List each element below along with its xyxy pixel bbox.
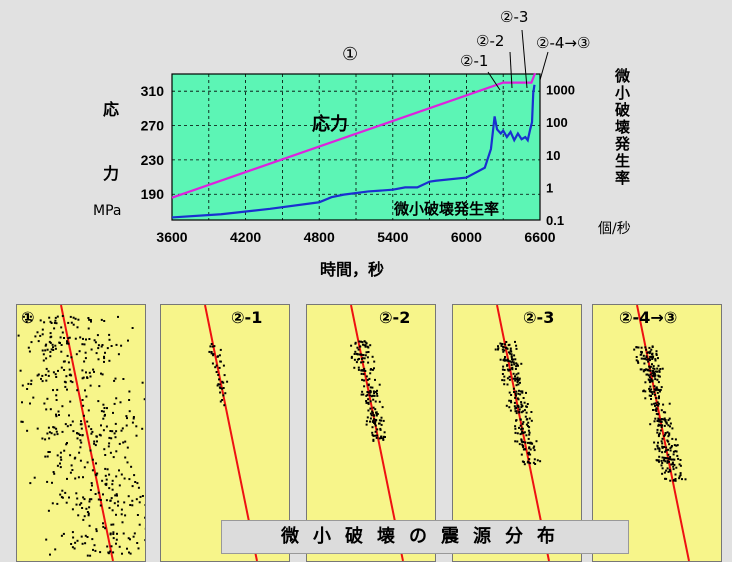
y-right-tick-label: 100 — [546, 115, 568, 130]
y-right-tick-label: 1000 — [546, 83, 575, 98]
x-tick-label: 6600 — [524, 229, 555, 245]
hypocenter-points — [350, 340, 386, 442]
panel-label: ① — [21, 308, 35, 327]
x-tick-label: 4200 — [230, 229, 261, 245]
fault-line — [637, 305, 689, 561]
y-left-tick-label: 270 — [141, 118, 165, 134]
x-tick-label: 6000 — [451, 229, 482, 245]
hypocenter-points — [208, 343, 228, 406]
panel-label: ②-3 — [523, 308, 554, 327]
series-label-rate: 微小破壊発生率 — [393, 200, 499, 218]
distribution-panel-1: ① — [16, 304, 146, 562]
panel-label: ②-4→③ — [619, 308, 677, 327]
panel-label: ②-1 — [231, 308, 262, 327]
y-right-tick-label: 1 — [546, 180, 553, 195]
marker-arrow — [540, 52, 548, 80]
chart-area: ① ②-1 ②-2 ②-3 ②-4→③ 応 力 MPa 微小破壊発生率 個/秒 … — [0, 0, 732, 290]
caption: 微小破壊の震源分布 — [221, 520, 629, 554]
series-label-stress: 応力 — [312, 113, 348, 135]
y-left-tick-label: 230 — [141, 152, 165, 168]
y-right-tick-label: 10 — [546, 148, 560, 163]
x-tick-label: 4800 — [304, 229, 335, 245]
y-left-tick-label: 190 — [141, 186, 165, 202]
x-tick-label: 5400 — [377, 229, 408, 245]
panel-label: ②-2 — [379, 308, 410, 327]
y-left-tick-label: 310 — [141, 83, 165, 99]
x-tick-label: 3600 — [156, 229, 187, 245]
hypocenter-points — [17, 315, 145, 557]
y-right-tick-label: 0.1 — [546, 213, 564, 228]
